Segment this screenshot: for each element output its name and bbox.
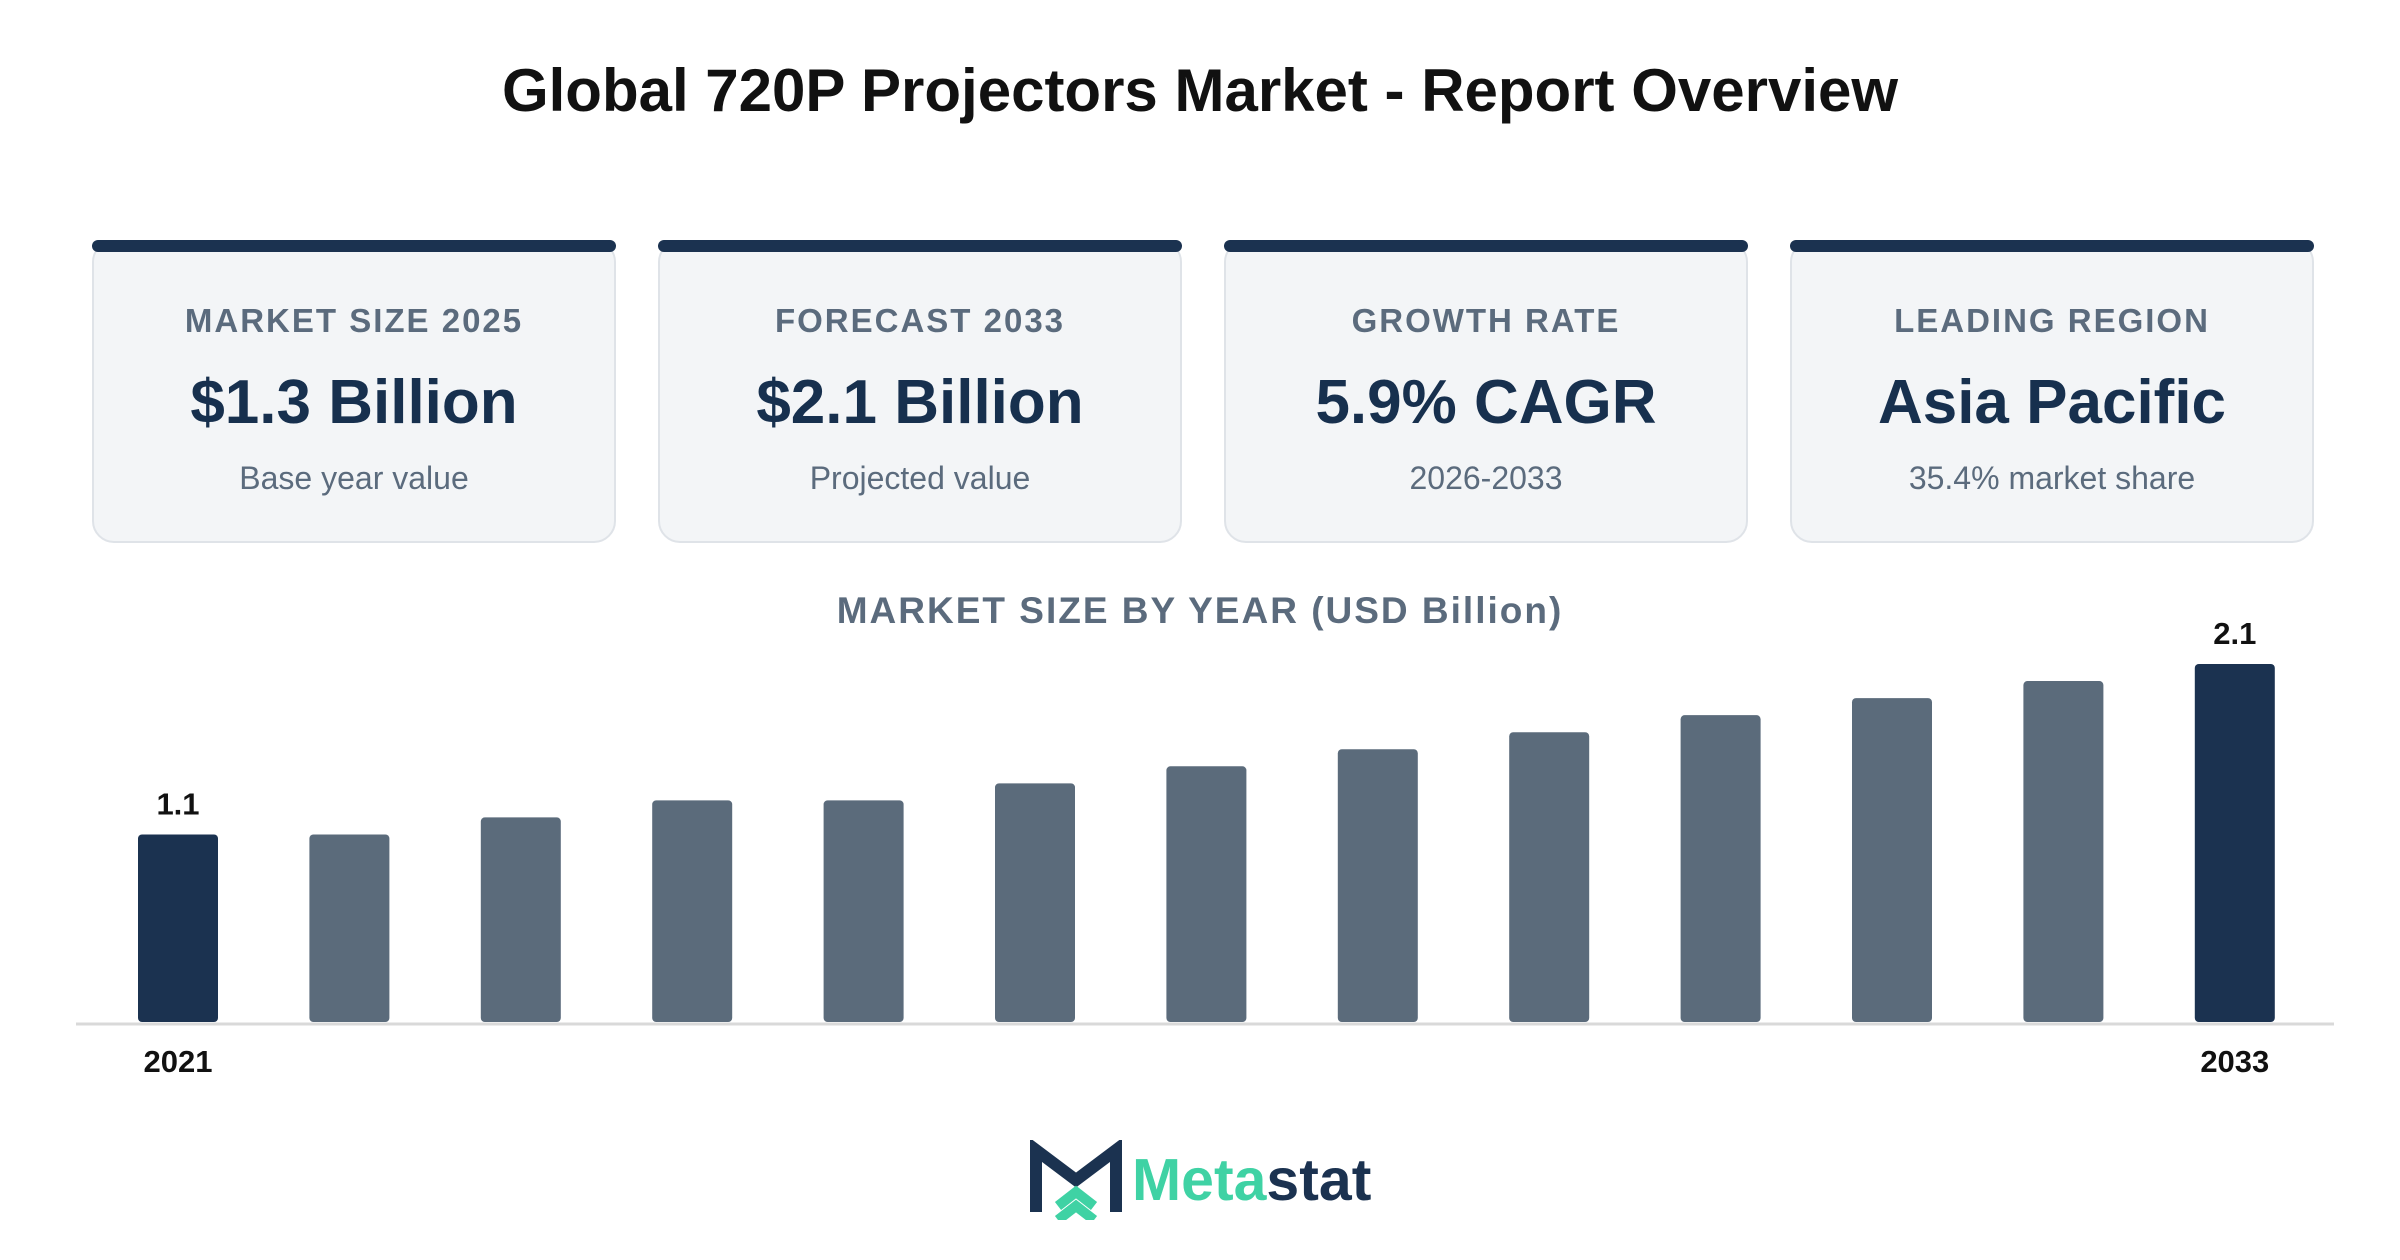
- card-value: $1.3 Billion: [190, 368, 518, 437]
- card-label: LEADING REGION: [1894, 302, 2210, 339]
- bar-2021: [138, 834, 218, 1022]
- card-label: MARKET SIZE 2025: [184, 302, 524, 339]
- chart-title: MARKET SIZE BY YEAR (USD Billion): [836, 590, 1564, 631]
- bar-2026: [995, 783, 1075, 1022]
- data-label-2033: 2.1: [2213, 616, 2256, 651]
- card-accent-bar: [1790, 240, 2314, 252]
- bar-2022: [309, 834, 390, 1022]
- bar-2031: [1852, 698, 1932, 1022]
- card-value: 5.9% CAGR: [1315, 368, 1657, 437]
- bar-2030: [1680, 715, 1761, 1022]
- bar-2027: [1166, 766, 1247, 1022]
- logo-text-meta: Meta: [1132, 1147, 1267, 1213]
- kpi-card-growth-rate: GROWTH RATE 5.9% CAGR 2026-2033: [1224, 240, 1748, 543]
- bar-2024: [652, 800, 733, 1022]
- metastat-logo-text: Metastat: [1132, 1140, 1371, 1220]
- card-accent-bar: [92, 240, 616, 252]
- bar-2032: [2023, 681, 2104, 1022]
- card-subtext: 2026-2033: [1409, 460, 1563, 496]
- card-accent-bar: [658, 240, 1182, 252]
- x-tick-label-2021: 2021: [144, 1044, 213, 1079]
- card-subtext: Base year value: [239, 460, 469, 496]
- card-label: FORECAST 2033: [774, 302, 1066, 339]
- kpi-card-forecast: FORECAST 2033 $2.1 Billion Projected val…: [658, 240, 1182, 543]
- card-label: GROWTH RATE: [1351, 302, 1621, 339]
- bar-chart: 1.1 2021 2.1 2033: [76, 616, 2334, 1079]
- bar-2028: [1337, 749, 1418, 1022]
- card-subtext: 35.4% market share: [1908, 460, 2196, 496]
- metastat-logo: Metastat: [1028, 1138, 1398, 1224]
- card-subtext: Projected value: [809, 460, 1031, 496]
- bar-2029: [1509, 732, 1590, 1022]
- bar-2033: [2194, 664, 2275, 1022]
- page-title: Global 720P Projectors Market - Report O…: [501, 57, 1899, 124]
- bar-2023: [480, 817, 561, 1022]
- x-tick-label-2033: 2033: [2200, 1044, 2269, 1079]
- data-label-2021: 1.1: [156, 786, 199, 821]
- card-value: $2.1 Billion: [756, 368, 1084, 437]
- card-value: Asia Pacific: [1877, 368, 2227, 437]
- bar-2025: [823, 800, 904, 1022]
- card-accent-bar: [1224, 240, 1748, 252]
- kpi-card-market-size: MARKET SIZE 2025 $1.3 Billion Base year …: [92, 240, 616, 543]
- metastat-logo-icon: [1030, 1138, 1122, 1224]
- logo-text-stat: stat: [1266, 1147, 1372, 1213]
- kpi-cards: MARKET SIZE 2025 $1.3 Billion Base year …: [92, 240, 2314, 543]
- kpi-card-leading-region: LEADING REGION Asia Pacific 35.4% market…: [1790, 240, 2314, 543]
